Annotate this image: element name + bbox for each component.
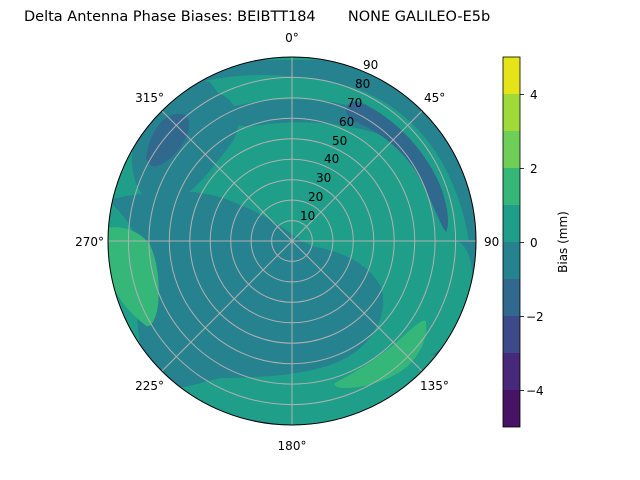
angle-label-135: 135° <box>420 379 449 393</box>
angle-label-180: 180° <box>278 439 307 453</box>
radial-label-40: 40 <box>324 152 339 166</box>
radial-label-90: 90 <box>363 58 378 72</box>
radial-label-80: 80 <box>355 77 370 91</box>
radial-label-30: 30 <box>316 171 331 185</box>
polar-frame <box>107 56 477 426</box>
chart-title: Delta Antenna Phase Biases: BEIBTT184 NO… <box>24 9 491 25</box>
radial-label-70: 70 <box>347 96 362 110</box>
polar-grid <box>108 57 476 425</box>
cb-tick-2: 2 <box>530 162 538 176</box>
cb-tick-neg2: −2 <box>526 310 544 324</box>
radial-label-50: 50 <box>332 134 347 148</box>
cb-tick-0: 0 <box>530 236 538 250</box>
colorbar: 4 2 0 −2 −4 Bias (mm) <box>502 56 570 428</box>
angle-label-90: 90 <box>484 235 499 249</box>
angle-label-0: 0° <box>285 31 299 45</box>
radial-tick-labels: 10 20 30 40 50 60 70 80 90 <box>300 58 378 223</box>
radial-label-10: 10 <box>300 209 315 223</box>
angle-label-45: 45° <box>424 91 445 105</box>
radial-label-20: 20 <box>308 190 323 204</box>
angle-label-270: 270° <box>75 235 104 249</box>
cb-tick-4: 4 <box>530 88 538 102</box>
angle-label-225: 225° <box>135 379 164 393</box>
colorbar-label: Bias (mm) <box>556 211 570 273</box>
angle-label-315: 315° <box>135 91 164 105</box>
angular-tick-labels: 0° 45° 90 135° 180° 225° 270° 315° <box>75 31 499 453</box>
cb-tick-neg4: −4 <box>526 384 544 398</box>
radial-label-60: 60 <box>339 115 354 129</box>
